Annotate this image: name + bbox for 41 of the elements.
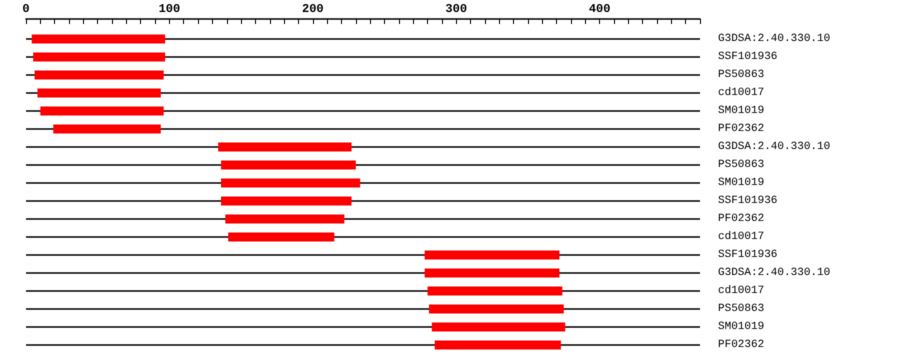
y-tick-label: PS50863 (718, 303, 764, 315)
y-tick-label: G3DSA:2.40.330.10 (718, 267, 830, 279)
bar (40, 106, 164, 116)
bar (37, 88, 161, 98)
y-tick-label: PF02362 (718, 339, 764, 351)
y-tick-label: PF02362 (718, 123, 764, 135)
bar (221, 196, 352, 206)
y-tick-label: SSF101936 (718, 195, 778, 207)
y-tick-label: G3DSA:2.40.330.10 (718, 141, 830, 153)
x-tick-label: 100 (158, 2, 180, 16)
y-tick-label: PS50863 (718, 69, 764, 81)
y-tick-label: SM01019 (718, 177, 764, 189)
x-tick-label: 400 (588, 2, 610, 16)
bar (34, 70, 164, 80)
y-tick-label: SM01019 (718, 105, 764, 117)
x-tick-label: 300 (445, 2, 468, 16)
bar (221, 178, 360, 188)
bar (428, 304, 564, 314)
y-tick-label: PF02362 (718, 213, 764, 225)
bar (53, 124, 161, 134)
y-tick-label: PS50863 (718, 159, 764, 171)
x-tick-label: 0 (22, 2, 30, 16)
y-tick-label: cd10017 (718, 87, 764, 99)
bar (424, 250, 560, 260)
y-tick-label: cd10017 (718, 231, 764, 243)
bar (225, 214, 344, 224)
bar (32, 34, 166, 44)
bar (221, 160, 356, 170)
y-tick-label: cd10017 (718, 285, 764, 297)
y-tick-label: SSF101936 (718, 51, 778, 63)
bar (434, 340, 561, 350)
bar (33, 52, 166, 62)
bar (432, 322, 566, 332)
x-tick-label: 200 (302, 2, 324, 16)
y-tick-label: SSF101936 (718, 249, 778, 261)
y-tick-label: G3DSA:2.40.330.10 (718, 33, 830, 45)
bar (428, 286, 562, 296)
bar (218, 142, 352, 152)
bar (424, 268, 560, 278)
y-tick-label: SM01019 (718, 321, 764, 333)
bar (228, 232, 334, 242)
